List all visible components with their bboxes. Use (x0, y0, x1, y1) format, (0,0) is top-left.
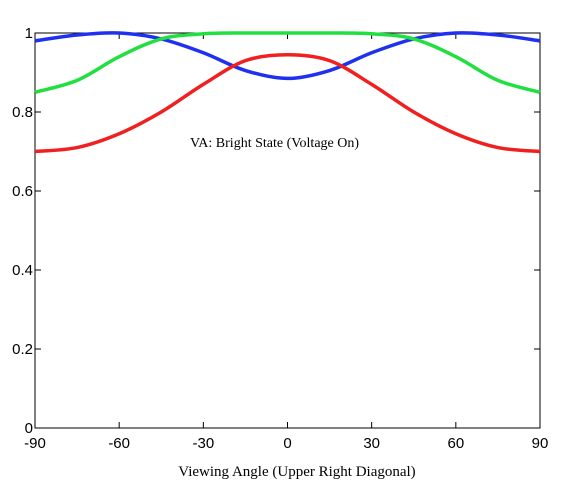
x-tick-label: 60 (447, 435, 464, 452)
plot-frame (34, 32, 541, 429)
x-tick-label: -60 (108, 435, 130, 452)
annotation-text: VA: Bright State (Voltage On) (190, 136, 359, 151)
x-axis-ticks: -90 -60 -30 0 30 60 90 (24, 33, 548, 452)
y-tick-label: 0.6 (12, 183, 33, 200)
series-line-0 (34, 31, 541, 81)
x-tick-label: -90 (24, 435, 46, 452)
x-tick-label: 0 (283, 435, 291, 452)
series-line-1 (34, 31, 541, 94)
y-tick-label: 1 (25, 25, 33, 42)
y-tick-label: 0.4 (12, 262, 33, 279)
x-tick-label: 30 (363, 435, 380, 452)
y-tick-label: 0 (25, 420, 33, 437)
series-layer (34, 31, 541, 154)
x-tick-label: -30 (192, 435, 214, 452)
y-axis-ticks: 0 0.2 0.4 0.6 0.8 1 (12, 25, 540, 437)
x-axis-title: Viewing Angle (Upper Right Diagonal) (178, 464, 415, 480)
y-tick-label: 0.8 (12, 104, 33, 121)
x-tick-label: 90 (532, 435, 549, 452)
series-line-2 (34, 52, 541, 154)
y-tick-label: 0.2 (12, 341, 33, 358)
